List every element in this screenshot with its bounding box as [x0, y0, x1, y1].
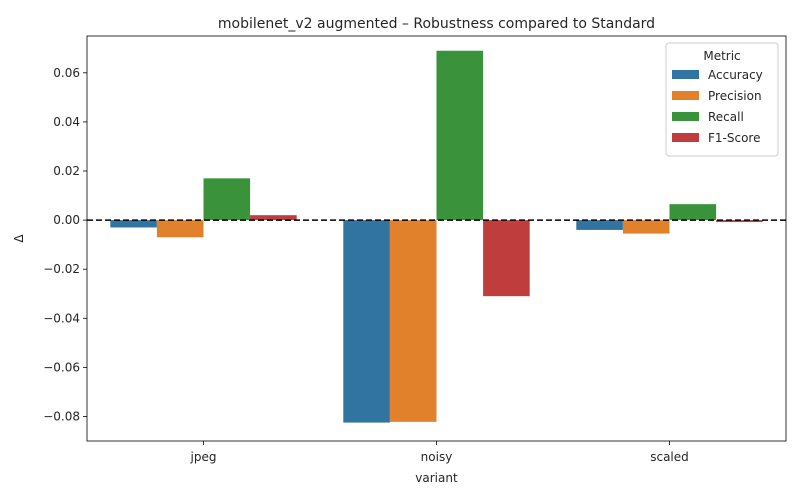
y-tick-label: −0.08: [43, 409, 80, 423]
bar-accuracy-jpeg: [110, 220, 157, 228]
y-tick-label: −0.04: [43, 311, 80, 325]
legend: Metric Accuracy Precision Recall F1-Score: [665, 42, 779, 157]
x-tick-label: noisy: [421, 450, 453, 464]
bar-precision-noisy: [389, 220, 437, 422]
y-axis-label: Δ: [12, 234, 26, 243]
bar-precision-jpeg: [156, 220, 204, 238]
y-tick-label: 0.02: [53, 164, 80, 178]
y-tick-label: 0.04: [53, 115, 80, 129]
y-tick-label: −0.06: [43, 360, 80, 374]
y-axis: −0.08 −0.06 −0.04 −0.02 0.00 0.02 0.04 0.06: [43, 66, 87, 423]
legend-label-accuracy: Accuracy: [708, 68, 763, 82]
y-tick-label: 0.06: [53, 66, 80, 80]
bar-f1-score-scaled: [716, 220, 763, 223]
legend-label-recall: Recall: [708, 110, 744, 124]
y-tick-label: −0.02: [43, 262, 80, 276]
bar-f1-score-noisy: [483, 220, 530, 297]
bar-recall-scaled: [669, 204, 717, 221]
y-tick-label: 0.00: [53, 213, 80, 227]
legend-swatch-recall: [672, 112, 699, 121]
legend-label-f1-score: F1-Score: [708, 131, 760, 145]
bar-recall-jpeg: [203, 178, 251, 221]
x-tick-label: scaled: [650, 450, 689, 464]
bar-accuracy-noisy: [343, 220, 390, 423]
x-axis: jpeg noisy scaled: [190, 441, 689, 464]
legend-swatch-accuracy: [672, 70, 699, 79]
bar-precision-scaled: [622, 220, 670, 234]
bar-accuracy-scaled: [576, 220, 623, 230]
legend-swatch-f1-score: [672, 133, 699, 142]
chart-title: mobilenet_v2 augmented – Robustness comp…: [218, 16, 655, 32]
x-axis-label: variant: [415, 471, 458, 485]
bar-recall-noisy: [436, 50, 484, 221]
plot-area: [86, 35, 787, 442]
x-tick-label: jpeg: [190, 450, 217, 464]
legend-title: Metric: [703, 49, 740, 63]
legend-label-precision: Precision: [708, 89, 762, 103]
legend-swatch-precision: [672, 91, 699, 100]
bar-f1-score-jpeg: [250, 215, 297, 221]
